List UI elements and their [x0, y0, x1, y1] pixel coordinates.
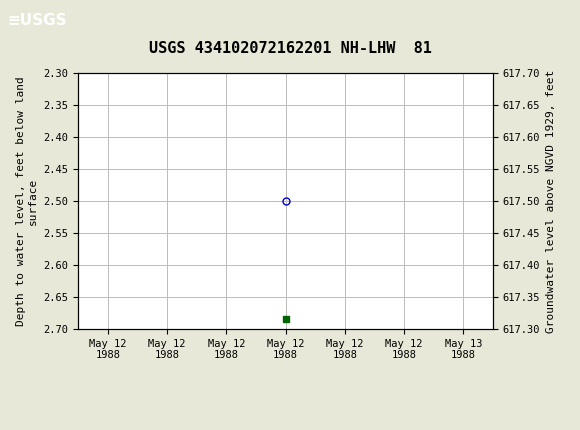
- Text: ≡USGS: ≡USGS: [7, 13, 67, 28]
- Text: USGS 434102072162201 NH-LHW  81: USGS 434102072162201 NH-LHW 81: [148, 41, 432, 56]
- Y-axis label: Groundwater level above NGVD 1929, feet: Groundwater level above NGVD 1929, feet: [546, 69, 556, 333]
- Y-axis label: Depth to water level, feet below land
surface: Depth to water level, feet below land su…: [16, 76, 38, 326]
